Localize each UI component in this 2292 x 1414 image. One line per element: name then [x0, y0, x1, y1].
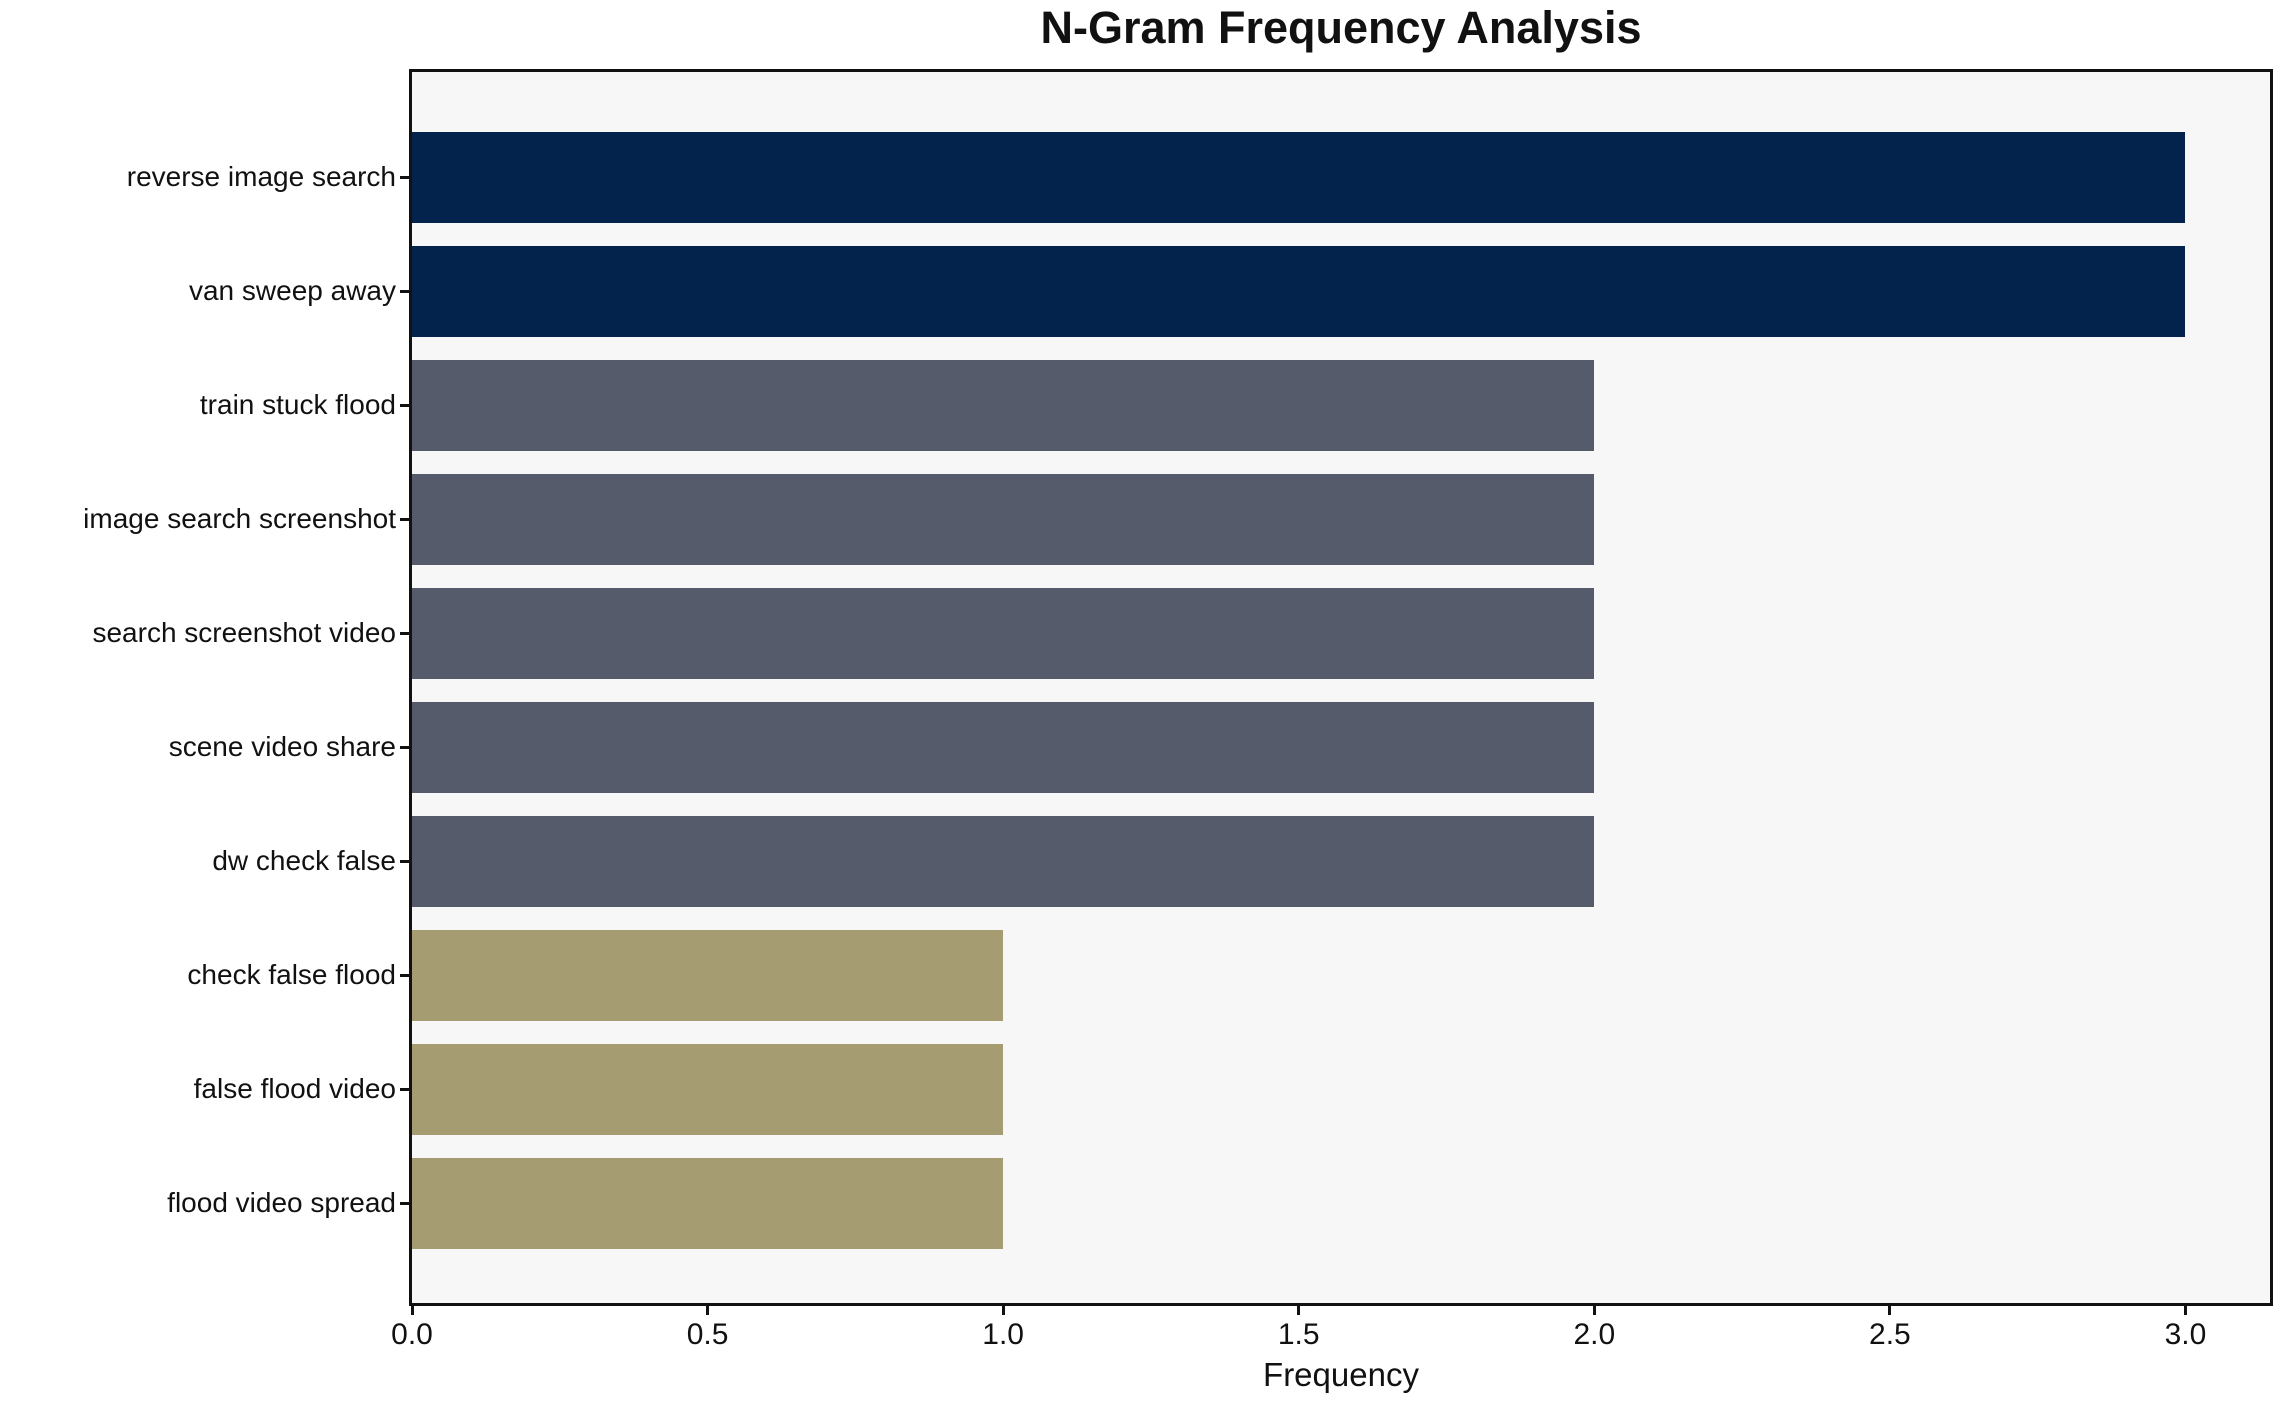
- y-tick-label: scene video share: [168, 731, 396, 762]
- bar: [412, 929, 1004, 1021]
- bar: [412, 359, 1595, 451]
- y-tick-label: dw check false: [212, 845, 396, 876]
- y-tick-label: van sweep away: [188, 275, 396, 306]
- y-tick-mark: [400, 403, 412, 407]
- bar: [412, 245, 2186, 337]
- x-axis-title: Frequency: [1263, 1356, 1419, 1393]
- y-tick-label: train stuck flood: [199, 389, 396, 420]
- y-tick-mark: [400, 289, 412, 293]
- y-tick-label: image search screenshot: [83, 503, 396, 534]
- bar: [412, 1157, 1004, 1249]
- x-tick-mark: [1888, 1303, 1892, 1315]
- y-tick-label: flood video spread: [167, 1187, 396, 1218]
- x-tick-label: 3.0: [2164, 1318, 2207, 1351]
- y-tick-label: reverse image search: [126, 161, 396, 192]
- x-tick-label: 0.5: [686, 1318, 729, 1351]
- x-tick-label: 0.0: [391, 1318, 433, 1351]
- y-tick-mark: [400, 859, 412, 863]
- x-tick-mark: [706, 1303, 710, 1315]
- plot-area: [412, 72, 2270, 1303]
- bar: [412, 473, 1595, 565]
- x-tick-mark: [1001, 1303, 1005, 1315]
- y-tick-mark: [400, 745, 412, 749]
- chart-title: N-Gram Frequency Analysis: [1040, 2, 1642, 53]
- y-tick-mark: [400, 973, 412, 977]
- y-tick-label: search screenshot video: [92, 617, 396, 648]
- x-tick-mark: [1592, 1303, 1596, 1315]
- x-tick-mark: [1297, 1303, 1301, 1315]
- bar: [412, 587, 1595, 679]
- x-tick-label: 1.5: [1277, 1318, 1320, 1351]
- y-tick-label: false flood video: [193, 1073, 396, 1104]
- bar: [412, 1043, 1004, 1135]
- x-tick-label: 2.5: [1869, 1318, 1911, 1351]
- y-tick-mark: [400, 1201, 412, 1205]
- x-tick-label: 1.0: [982, 1318, 1024, 1351]
- y-tick-mark: [400, 1087, 412, 1091]
- y-tick-mark: [400, 175, 412, 179]
- bar: [412, 701, 1595, 793]
- y-tick-label: check false flood: [187, 959, 396, 990]
- bar: [412, 815, 1595, 907]
- y-tick-mark: [400, 631, 412, 635]
- x-tick-label: 2.0: [1573, 1318, 1616, 1351]
- y-tick-mark: [400, 517, 412, 521]
- bar: [412, 131, 2186, 223]
- x-tick-mark: [410, 1303, 414, 1315]
- x-tick-mark: [2183, 1303, 2187, 1315]
